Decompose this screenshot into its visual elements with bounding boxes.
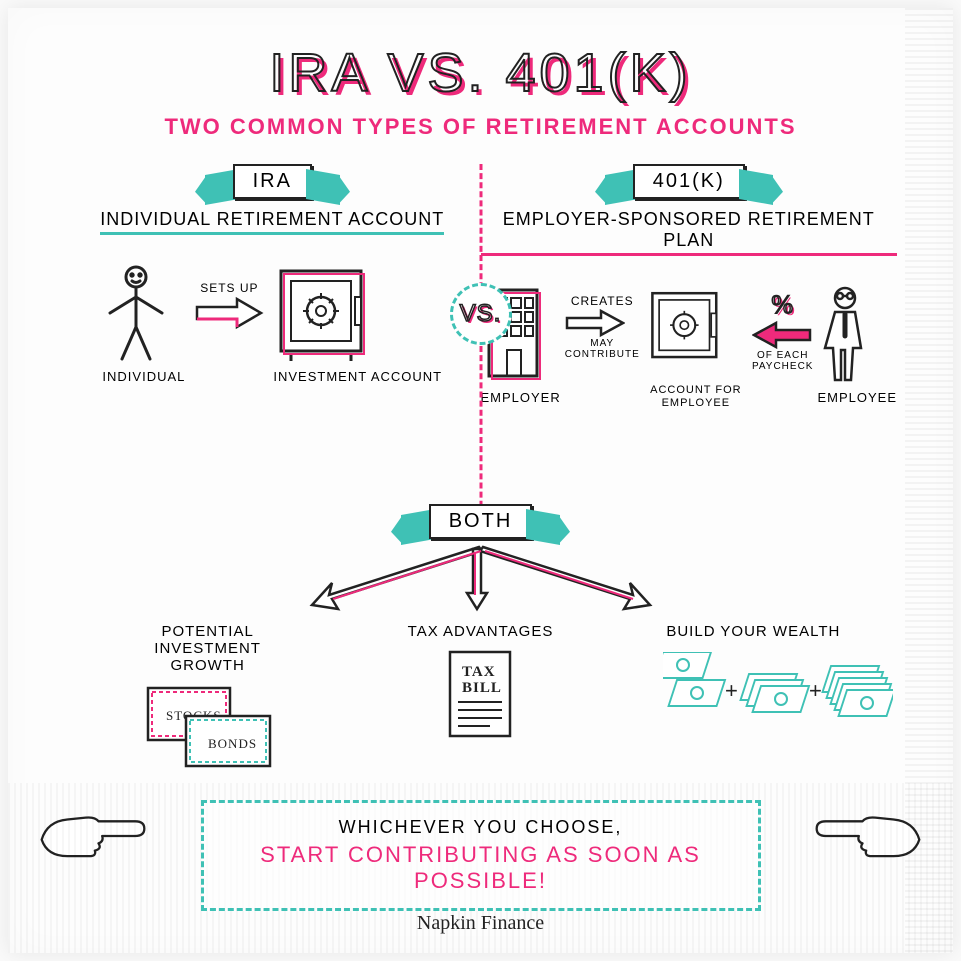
vs-badge: VS. — [450, 283, 512, 345]
spread-arrows-icon — [241, 543, 721, 613]
svg-text:+: + — [725, 678, 739, 703]
ira-arrow-label: SETS UP — [193, 281, 265, 295]
401k-employer-label: EMPLOYER — [481, 390, 561, 406]
401k-arrow1-bot: MAY CONTRIBUTE — [565, 338, 640, 360]
401k-ribbon-label: 401(K) — [633, 164, 745, 199]
ira-column: IRA INDIVIDUAL RETIREMENT ACCOUNT — [64, 164, 481, 494]
cta-line1: WHICHEVER YOU CHOOSE, — [214, 817, 748, 838]
subtitle: TWO COMMON TYPES OF RETIREMENT ACCOUNTS — [64, 114, 897, 140]
money-stacks-icon: + + — [663, 652, 893, 732]
leg-wealth-label: BUILD YOUR WEALTH — [663, 623, 843, 640]
tax-bill-icon: TAX BILL — [440, 648, 520, 744]
both-section: BOTH POTENTIAL INVESTMENT GROWTH — [64, 504, 897, 772]
401k-column: 401(K) EMPLOYER-SPONSORED RETIREMENT PLA… — [481, 164, 898, 494]
ira-flow: INDIVIDUAL SETS UP — [64, 263, 481, 385]
both-ribbon: BOTH — [429, 504, 533, 539]
person-icon — [102, 263, 170, 363]
leg-tax-label: TAX ADVANTAGES — [408, 623, 554, 640]
brand-label: Napkin Finance — [8, 912, 953, 935]
cta-line2: START CONTRIBUTING AS SOON AS POSSIBLE! — [214, 842, 748, 894]
401k-arrow2-bot: OF EACH PAYCHECK — [752, 350, 814, 372]
ira-ribbon: IRA — [233, 164, 312, 199]
401k-employee-label: EMPLOYEE — [817, 390, 897, 406]
401k-arrow1-top: CREATES — [565, 294, 640, 308]
hand-right-icon — [813, 803, 923, 867]
hand-left-icon — [38, 803, 148, 867]
safe-icon — [273, 263, 373, 363]
comparison-columns: VS. IRA INDIVIDUAL RETIREMENT ACCOUNT — [64, 164, 897, 494]
ira-definition: INDIVIDUAL RETIREMENT ACCOUNT — [100, 209, 444, 235]
both-ribbon-label: BOTH — [429, 504, 533, 539]
svg-text:BILL: BILL — [462, 680, 502, 696]
main-title: IRA VS. 401(K) — [64, 42, 897, 104]
leg-tax: TAX ADVANTAGES TAX BILL — [408, 623, 554, 772]
401k-percent-icon: % — [752, 290, 814, 320]
401k-target-label: ACCOUNT FOR EMPLOYEE — [644, 384, 748, 410]
stocks-bonds-icon: STOCKS BONDS — [138, 682, 278, 772]
leg-growth: POTENTIAL INVESTMENT GROWTH STOCKS BONDS — [118, 623, 298, 772]
401k-flow: EMPLOYER CREATES MAY CONTRIBUTE — [481, 284, 898, 410]
arrow-right-icon — [565, 308, 625, 338]
leg-growth-label: POTENTIAL INVESTMENT GROWTH — [118, 623, 298, 674]
401k-definition: EMPLOYER-SPONSORED RETIREMENT PLAN — [481, 209, 898, 256]
ira-actor-label: INDIVIDUAL — [102, 369, 185, 385]
safe-icon — [644, 284, 728, 378]
arrow-right-icon — [193, 295, 265, 331]
vertical-divider — [479, 164, 482, 534]
both-legs: POTENTIAL INVESTMENT GROWTH STOCKS BONDS… — [64, 623, 897, 772]
svg-text:BONDS: BONDS — [208, 736, 257, 751]
401k-ribbon: 401(K) — [633, 164, 745, 199]
svg-text:+: + — [809, 678, 823, 703]
svg-text:TAX: TAX — [462, 664, 496, 680]
arrow-left-icon — [752, 320, 812, 350]
cta-box: WHICHEVER YOU CHOOSE, START CONTRIBUTING… — [201, 800, 761, 911]
leg-wealth: BUILD YOUR WEALTH + + — [663, 623, 843, 772]
ira-ribbon-label: IRA — [233, 164, 312, 199]
ira-target-label: INVESTMENT ACCOUNT — [273, 369, 442, 385]
employee-icon — [817, 284, 873, 384]
